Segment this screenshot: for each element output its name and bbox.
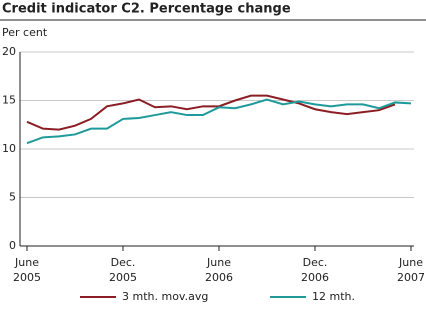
legend-label: 3 mth. mov.avg xyxy=(122,290,208,303)
y-tick-label: 20 xyxy=(2,45,16,58)
x-tick-label: June 2005 xyxy=(13,256,41,284)
x-tick-label: Dec. 2006 xyxy=(301,256,329,284)
x-tick-label: Dec. 2005 xyxy=(109,256,137,284)
series-line xyxy=(26,94,396,131)
y-tick-label: 15 xyxy=(2,94,16,107)
series-line xyxy=(26,98,412,145)
chart-title: Credit indicator C2. Percentage change xyxy=(2,2,291,17)
x-tick-label: June 2006 xyxy=(205,256,233,284)
x-tick-label: June 2007 xyxy=(397,256,425,284)
y-tick-label: 0 xyxy=(9,239,16,252)
legend-label: 12 mth. xyxy=(312,290,355,303)
y-tick-label: 10 xyxy=(2,142,16,155)
y-axis-label: Per cent xyxy=(2,26,48,39)
y-tick-label: 5 xyxy=(9,191,16,204)
